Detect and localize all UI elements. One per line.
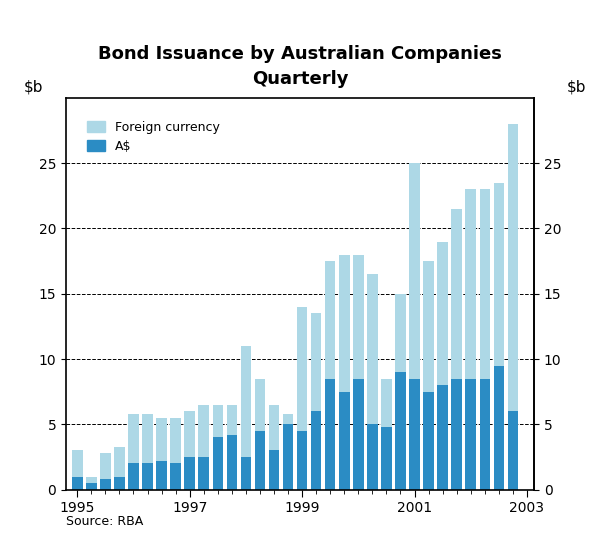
Bar [297, 431, 307, 490]
Bar [367, 274, 377, 424]
Bar [508, 411, 518, 490]
Bar [128, 463, 139, 490]
Bar [227, 405, 237, 435]
Bar [466, 379, 476, 490]
Bar [114, 477, 125, 490]
Bar [424, 392, 434, 490]
Bar [100, 479, 110, 490]
Bar [199, 405, 209, 457]
Bar [170, 463, 181, 490]
Text: Source: RBA: Source: RBA [66, 515, 143, 528]
Bar [494, 366, 504, 490]
Text: $b: $b [24, 79, 43, 94]
Bar [254, 379, 265, 431]
Bar [199, 457, 209, 490]
Bar [409, 379, 420, 490]
Bar [409, 163, 420, 379]
Bar [241, 457, 251, 490]
Bar [156, 418, 167, 461]
Bar [86, 483, 97, 490]
Bar [212, 437, 223, 490]
Bar [311, 411, 322, 490]
Bar [339, 255, 350, 392]
Bar [241, 346, 251, 457]
Legend: Foreign currency, A$: Foreign currency, A$ [82, 116, 225, 158]
Bar [142, 414, 153, 463]
Bar [466, 189, 476, 379]
Bar [437, 242, 448, 385]
Bar [283, 414, 293, 424]
Bar [451, 379, 462, 490]
Bar [184, 411, 195, 457]
Bar [494, 183, 504, 366]
Bar [72, 450, 83, 477]
Bar [381, 379, 392, 427]
Bar [254, 431, 265, 490]
Bar [395, 372, 406, 490]
Bar [269, 405, 279, 450]
Bar [170, 418, 181, 463]
Bar [114, 447, 125, 477]
Bar [311, 313, 322, 411]
Bar [156, 461, 167, 490]
Bar [437, 385, 448, 490]
Bar [381, 427, 392, 490]
Bar [508, 124, 518, 411]
Bar [72, 477, 83, 490]
Bar [325, 261, 335, 379]
Bar [479, 189, 490, 379]
Bar [367, 424, 377, 490]
Bar [283, 424, 293, 490]
Bar [395, 294, 406, 372]
Bar [212, 405, 223, 437]
Bar [184, 457, 195, 490]
Bar [451, 209, 462, 379]
Text: $b: $b [567, 79, 586, 94]
Title: Bond Issuance by Australian Companies
Quarterly: Bond Issuance by Australian Companies Qu… [98, 45, 502, 88]
Bar [142, 463, 153, 490]
Bar [424, 261, 434, 392]
Bar [339, 392, 350, 490]
Bar [100, 453, 110, 479]
Bar [128, 414, 139, 463]
Bar [297, 307, 307, 431]
Bar [269, 450, 279, 490]
Bar [353, 379, 364, 490]
Bar [86, 477, 97, 483]
Bar [479, 379, 490, 490]
Bar [227, 435, 237, 490]
Bar [325, 379, 335, 490]
Bar [353, 255, 364, 379]
